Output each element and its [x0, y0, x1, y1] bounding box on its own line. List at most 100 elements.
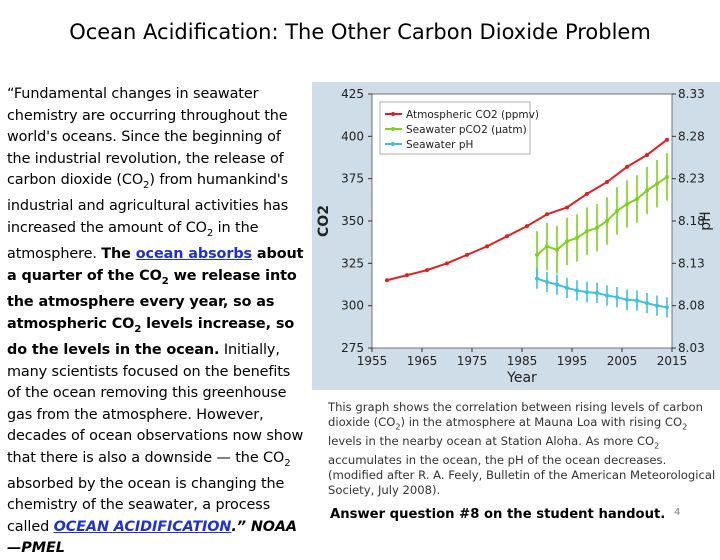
quote-part: about a quarter of the CO: [7, 246, 304, 284]
quote-part: ) from humankind's industrial and agricu…: [7, 172, 289, 236]
data-point: [565, 205, 569, 210]
chart-svg: 275 300 325 350 375 400 425 8.03 8.08 8.13 8.18 8.2…: [312, 82, 720, 390]
y-right-tick-label: 8.13: [678, 256, 705, 270]
data-point: [405, 273, 409, 278]
y-tick-label: 375: [341, 172, 364, 186]
x-axis-label: Year: [506, 370, 537, 386]
data-point: [595, 225, 599, 230]
data-point: [645, 188, 649, 193]
chart-caption: This graph shows the correlation between…: [328, 400, 718, 497]
caption-part: levels in the nearby ocean at Station Al…: [328, 433, 655, 448]
data-point: [635, 298, 639, 303]
y-right-tick-label: 8.03: [678, 341, 705, 355]
data-point: [555, 247, 559, 252]
data-point: [545, 212, 549, 217]
data-point: [585, 229, 589, 234]
data-point: [575, 288, 579, 293]
data-point: [565, 239, 569, 244]
quote-part: levels increase, so do the levels in the…: [7, 315, 295, 358]
y-right-tick-label: 8.18: [678, 214, 705, 228]
page-number: 4: [674, 507, 681, 518]
y-right-tick-label: 8.33: [678, 87, 705, 101]
y-axis-label: CO2: [316, 205, 332, 237]
ocean-acidification-link[interactable]: OCEAN ACIDIFICATION: [53, 518, 232, 535]
y-right-tick-label: 8.08: [678, 299, 705, 313]
answer-instruction: Answer question #8 on the student handou…: [330, 507, 666, 522]
legend-box: [379, 101, 531, 155]
quote-part: absorbed by the ocean is changing the ch…: [7, 475, 285, 535]
data-point: [655, 303, 659, 308]
subscript-2: 2: [284, 457, 291, 469]
subscript-2: 2: [134, 323, 142, 335]
data-point: [525, 224, 529, 229]
data-point: [615, 295, 619, 300]
legend-label: Atmospheric CO2 (ppmv): [406, 109, 539, 121]
legend-marker: [391, 112, 395, 116]
y-tick-label: 300: [341, 299, 364, 313]
legend-marker: [391, 127, 395, 131]
subscript-2: 2: [682, 421, 688, 432]
subscript-2: 2: [161, 275, 169, 287]
data-point: [625, 164, 629, 169]
data-point: [605, 219, 609, 223]
x-tick-label: 2005: [607, 354, 638, 368]
caption-part: This graph shows the correlation between…: [328, 400, 703, 429]
data-point: [645, 152, 649, 157]
slide-title: Ocean Acidification: The Other Carbon Di…: [69, 20, 651, 44]
data-point: [595, 290, 599, 295]
y-tick-label: 325: [341, 256, 364, 270]
data-point: [585, 290, 589, 295]
y-right-tick-label: 8.28: [678, 129, 705, 143]
y-tick-label: 400: [341, 129, 364, 143]
quote-part: The: [101, 246, 136, 263]
data-point: [665, 174, 669, 179]
caption-part: ) in the atmosphere at Mauna Loa with ri…: [400, 414, 683, 429]
x-tick-label: 1975: [457, 354, 488, 368]
data-point: [625, 202, 629, 207]
y-tick-label: 275: [341, 341, 364, 355]
data-point: [425, 268, 429, 273]
y-tick-label: 425: [341, 87, 364, 101]
caption-part: accumulates in the ocean, the pH of the …: [328, 453, 716, 497]
quote-text: “Fundamental changes in seawater chemist…: [7, 84, 305, 560]
series-line: [536, 176, 668, 256]
data-point: [485, 244, 489, 249]
x-tick-label: 1995: [557, 354, 588, 368]
co2-ph-chart: 275 300 325 350 375 400 425 8.03 8.08 8.13 8.18 8.2…: [312, 82, 720, 390]
legend-label: Seawater pCO2 (μatm): [406, 124, 527, 136]
data-point: [645, 301, 649, 306]
quote-part: “Fundamental changes in seawater chemist…: [7, 86, 288, 188]
x-tick-label: 1955: [357, 354, 388, 368]
legend-marker: [391, 142, 395, 146]
quote-part: Initially, many scientists focused on th…: [7, 342, 304, 466]
data-point: [655, 181, 659, 186]
data-point: [635, 196, 639, 201]
y-right-axis-label: pH: [698, 211, 714, 230]
data-point: [575, 235, 579, 240]
data-point: [565, 285, 569, 290]
x-tick-label: 1985: [507, 354, 538, 368]
data-point: [535, 252, 539, 257]
subscript-2: 2: [206, 227, 214, 239]
x-tick-label: 1965: [407, 354, 438, 368]
y-right-tick-label: 8.23: [678, 172, 705, 186]
data-point: [385, 278, 389, 283]
data-point: [585, 191, 589, 196]
data-point: [445, 261, 449, 266]
ocean-absorbs-link[interactable]: ocean absorbs: [135, 246, 253, 263]
data-point: [605, 293, 609, 298]
legend-label: Seawater pH: [406, 139, 473, 151]
subscript-2: 2: [143, 179, 150, 191]
data-point: [545, 279, 549, 284]
data-point: [555, 282, 559, 287]
quote-part: we release into the atmosphere every yea…: [7, 267, 297, 332]
data-point: [615, 208, 619, 213]
data-point: [665, 137, 669, 142]
data-point: [605, 180, 609, 185]
data-point: [535, 276, 539, 281]
data-point: [665, 305, 669, 310]
quote-bold: The ocean absorbs about a quarter of the…: [7, 246, 304, 358]
data-point: [625, 297, 629, 302]
subscript-2: 2: [395, 421, 401, 432]
data-point: [465, 252, 469, 257]
